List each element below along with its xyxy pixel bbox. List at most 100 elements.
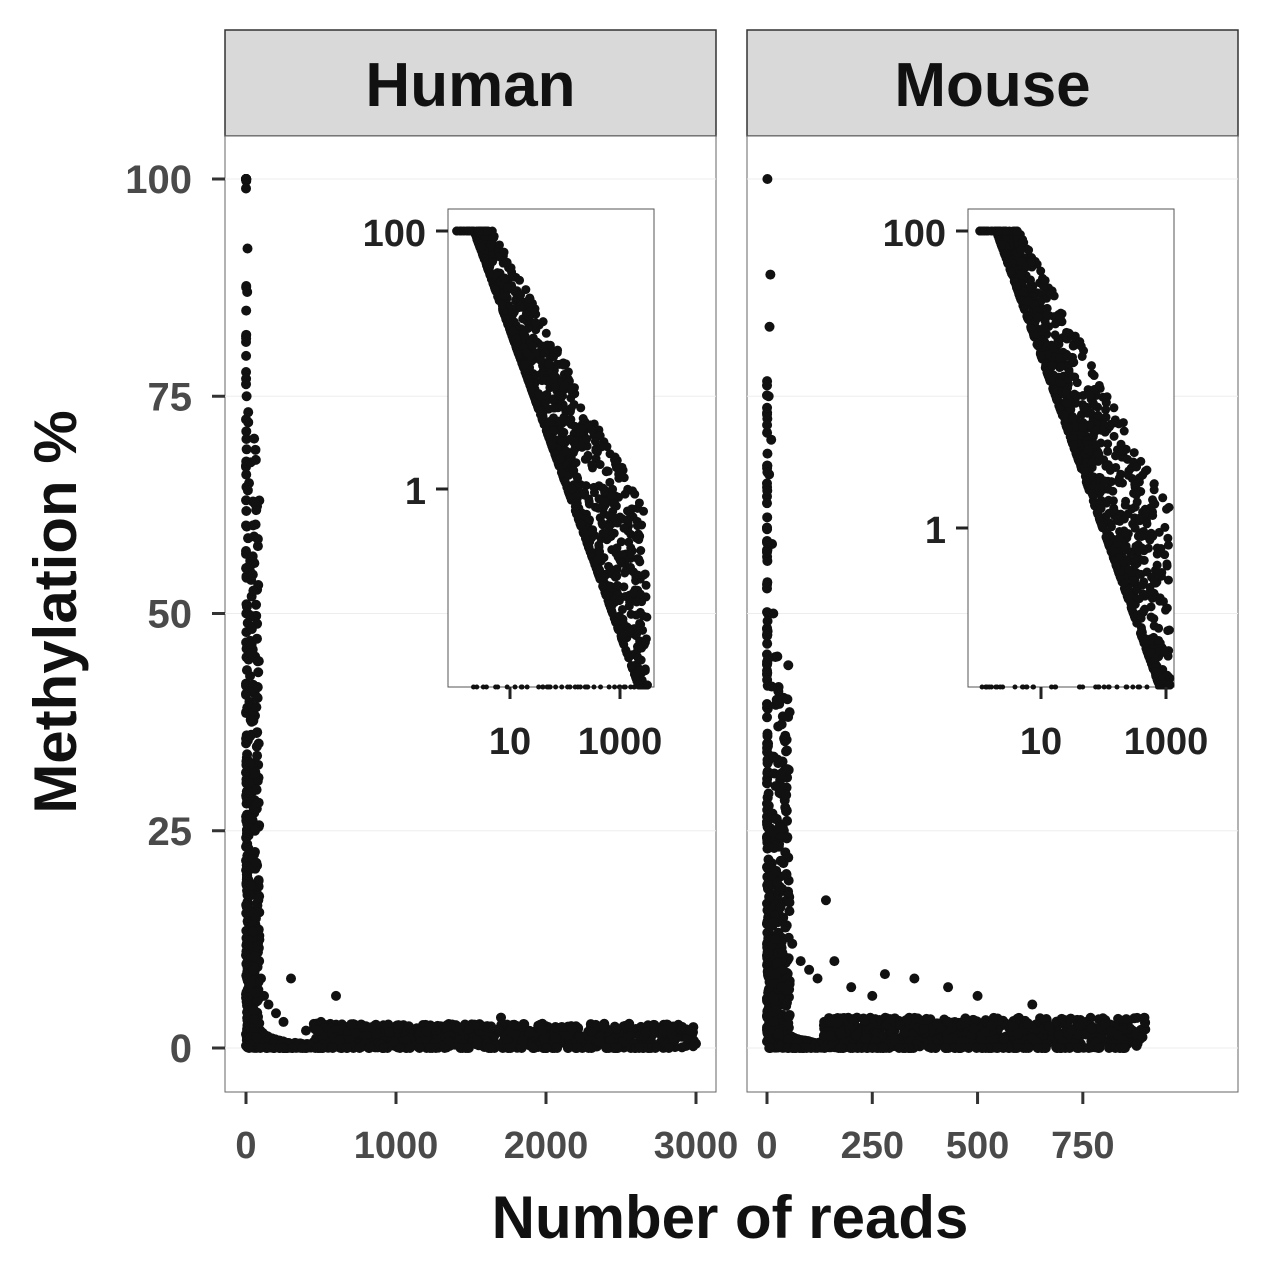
mouse-data-point [781,869,792,880]
human-data-point [541,1043,552,1053]
human-data-point [245,714,256,725]
human-data-point [528,1043,539,1053]
mouse-data-point [1023,1019,1034,1030]
human-data-point [278,1043,289,1053]
human-inset-point [641,580,651,590]
mouse-data-point [762,512,773,523]
human-data-point [384,1027,395,1038]
human-inset-point [606,602,616,612]
human-data-point [249,1014,260,1025]
mouse-data-point [986,1020,997,1031]
mouse-data-point [942,1034,953,1045]
mouse-data-point [762,615,773,626]
mouse-data-point [835,1043,846,1053]
human-inset-point [638,684,644,690]
human-data-points [241,174,701,1053]
human-data-point [583,1043,594,1053]
mouse-data-point [804,964,815,975]
human-data-point [241,469,252,480]
human-data-point [366,1022,377,1033]
human-inset-point [525,378,535,388]
human-inset-point [619,523,629,533]
mouse-data-point [762,485,773,496]
human-data-point [241,280,252,291]
human-inset-point [523,324,533,334]
human-inset-point [557,437,567,447]
human-inset-point [593,503,603,513]
human-data-point [248,926,259,937]
mouse-data-point [775,981,786,992]
mouse-data-point [942,1016,953,1027]
human-inset-point [500,291,510,301]
mouse-data-point [763,788,774,799]
human-data-point [493,1024,504,1035]
human-data-point [251,1032,262,1043]
human-inset-point [599,572,609,582]
mouse-data-point [765,269,776,280]
mouse-data-point [776,719,787,730]
human-data-point [571,1043,582,1053]
human-data-point [241,183,252,194]
mouse-data-point [969,1023,980,1034]
human-data-point [421,1026,432,1037]
mouse-data-point [790,1043,801,1053]
human-data-point [394,1043,405,1053]
human-data-point [242,243,253,254]
human-inset-point [553,684,559,690]
mouse-data-point [784,979,795,990]
mouse-data-point [1012,1028,1023,1039]
human-inset-point [508,272,518,282]
human-inset-point [622,684,628,690]
human-inset-point [477,242,487,252]
human-data-point [271,1008,281,1019]
mouse-data-point [867,1043,878,1053]
strip-label-mouse: Mouse [894,51,1090,120]
human-data-point [663,1043,674,1053]
human-data-point [393,1020,404,1031]
mouse-data-point [894,1020,905,1031]
human-data-point [241,545,252,556]
human-inset-point [592,554,602,564]
human-data-point [482,1022,493,1033]
human-inset-point [572,684,578,690]
mouse-data-point [1033,1043,1044,1053]
human-data-point [252,682,263,693]
human-data-point [249,951,260,962]
mouse-data-point [762,658,773,669]
human-inset-point [518,684,524,690]
human-inset-point [488,257,498,267]
human-inset-point [570,501,580,511]
human-data-point [354,1043,365,1053]
human-inset-point [587,460,597,470]
human-inset-point [523,311,533,321]
mouse-data-point [782,694,793,705]
human-inset-point [544,359,554,369]
mouse-data-point [766,681,777,692]
human-inset-point [617,558,627,568]
human-data-point [244,757,255,768]
human-inset-point [499,247,509,257]
mouse-data-point [972,990,983,1001]
human-inset-point [555,454,565,464]
human-inset-point [559,684,565,690]
human-inset-point [612,684,618,690]
mouse-data-point [762,402,773,413]
human-inset-point [528,341,538,351]
mouse-data-point [762,607,773,618]
mouse-data-point [784,897,795,908]
mouse-data-point [923,1014,934,1025]
human-data-point [254,907,265,918]
human-data-point [297,1043,308,1053]
human-data-point [598,1020,609,1031]
human-inset-point [622,649,632,659]
human-inset-point [564,416,574,426]
human-data-point [241,174,252,184]
mouse-data-point [781,746,792,757]
mouse-data-point [976,1043,987,1053]
human-data-point [516,1043,527,1053]
mouse-data-point [1044,1021,1055,1032]
mouse-data-point [772,877,783,888]
mouse-data-point [763,948,774,959]
human-data-point [556,1021,567,1032]
mouse-data-point [1066,1025,1077,1036]
